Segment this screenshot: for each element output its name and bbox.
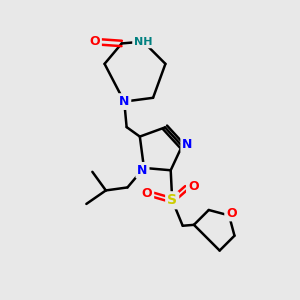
Text: N: N — [182, 138, 193, 151]
Text: N: N — [119, 95, 129, 108]
Text: O: O — [142, 187, 152, 200]
Text: N: N — [137, 164, 148, 177]
Text: S: S — [167, 193, 177, 207]
Text: O: O — [89, 35, 100, 49]
Text: NH: NH — [134, 37, 152, 46]
Text: O: O — [226, 206, 237, 220]
Text: O: O — [188, 180, 199, 193]
